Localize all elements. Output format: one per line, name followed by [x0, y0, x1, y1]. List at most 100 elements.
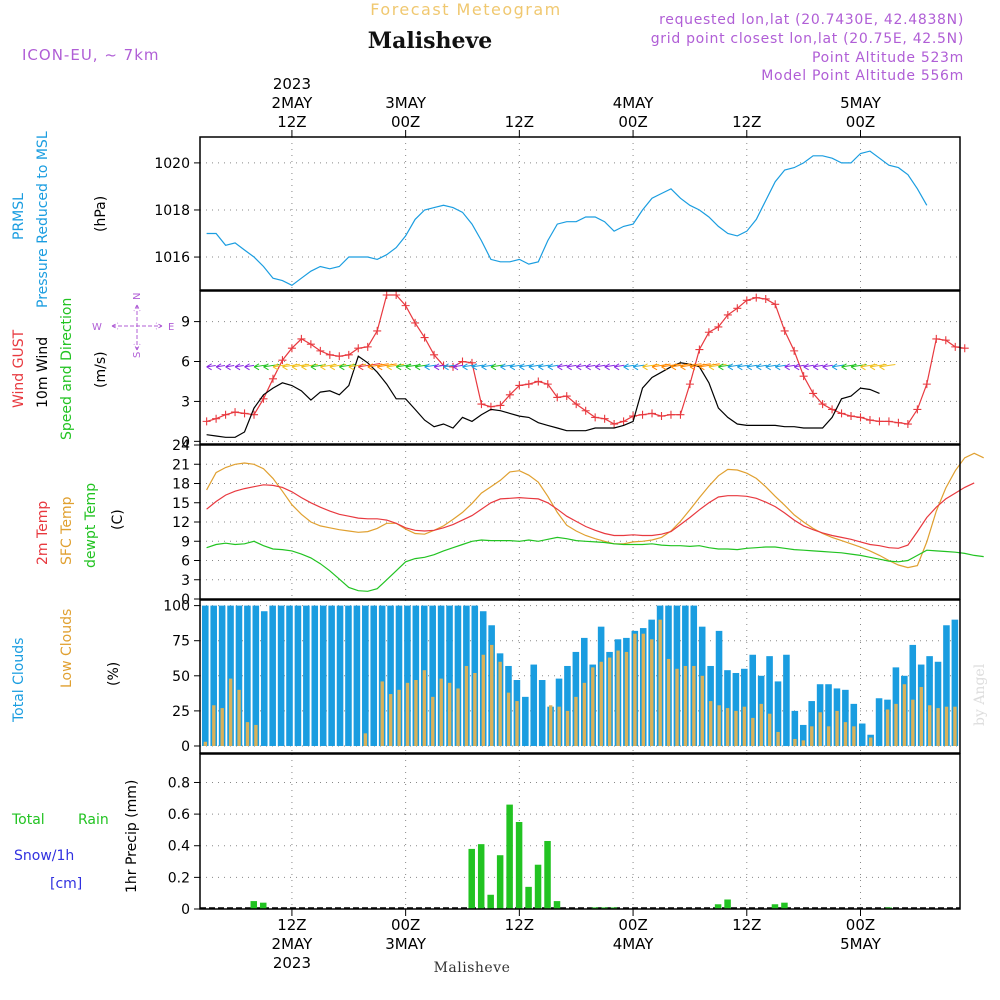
wind10m-label: 10m Wind: [35, 337, 51, 408]
precip-bar: [487, 894, 494, 909]
pressure-panel: 1016 1018 1020: [154, 137, 960, 290]
y-tick-label: 0: [181, 592, 190, 608]
temp2m-label: 2m Temp: [35, 501, 51, 565]
total-cloud-bar: [202, 605, 209, 746]
y-tick-label: 0.2: [168, 870, 190, 886]
low-cloud-bar: [439, 678, 443, 746]
low-cloud-bar: [944, 706, 949, 746]
wind-direction-arrow: [879, 363, 896, 371]
total-cloud-bar: [303, 605, 310, 746]
low-cloud-bar: [405, 682, 410, 746]
wind-direction-arrow: [367, 363, 389, 371]
total-cloud-bar: [766, 656, 773, 746]
low-cloud-bar: [869, 737, 873, 746]
wind-direction-arrow: [424, 363, 437, 371]
gust-marker: [619, 417, 628, 426]
y-tick-label: 3: [181, 573, 190, 589]
gust-label: Wind GUST: [11, 329, 27, 408]
gust-marker: [600, 414, 609, 423]
gust-marker: [240, 409, 249, 418]
low-clouds-label: Low Clouds: [59, 609, 75, 688]
total-cloud-bar: [732, 672, 740, 746]
gust-marker: [723, 310, 732, 319]
precip-bar: [259, 902, 267, 909]
time-label: 00Z: [391, 916, 420, 934]
wind-direction-arrow: [594, 363, 606, 371]
compass-w: W: [92, 322, 102, 333]
total-cloud-bar: [858, 723, 866, 746]
y-tick-label: 21: [172, 457, 190, 473]
total-cloud-bar: [715, 630, 723, 746]
low-cloud-bar: [953, 706, 957, 746]
low-cloud-bar: [936, 708, 940, 746]
gust-marker: [894, 418, 903, 427]
gust-marker: [780, 326, 789, 335]
total-cloud-bar: [336, 605, 344, 746]
gust-marker: [306, 340, 315, 349]
low-cloud-bar: [650, 639, 654, 746]
gust-marker: [515, 381, 524, 390]
wind-direction-arrow: [357, 363, 381, 371]
bottom-location: Malisheve: [434, 960, 511, 976]
total-cloud-bar: [227, 605, 234, 746]
total-cloud-bar: [269, 605, 276, 746]
total-cloud-bar: [842, 689, 849, 746]
total-cloud-bar: [454, 605, 462, 746]
wind-direction-arrow: [462, 363, 475, 371]
low-cloud-bar: [810, 726, 814, 746]
low-cloud-bar: [927, 705, 932, 746]
low-cloud-bar: [473, 672, 477, 746]
y-tick-label: 6: [181, 355, 190, 371]
gust-marker: [477, 400, 486, 409]
gust-marker: [761, 294, 770, 303]
y-tick-label: 1016: [154, 250, 190, 266]
precip-bar: [525, 886, 532, 909]
snow-label: Snow/1h: [14, 848, 74, 864]
low-cloud-bar: [633, 633, 637, 746]
low-cloud-bar: [237, 689, 241, 746]
wind-direction-arrow: [452, 363, 464, 371]
total-cloud-bar: [252, 605, 260, 746]
gust-marker: [562, 392, 571, 401]
wind-direction-arrow: [225, 363, 235, 371]
compass-cross: [111, 304, 163, 351]
wind-direction-arrow: [765, 363, 777, 371]
y-tick-label: 9: [181, 315, 190, 331]
wind-direction-arrow: [206, 363, 216, 371]
gust-marker: [903, 420, 912, 429]
gust-marker: [837, 409, 846, 418]
wind-panel: 0 3 6 9: [181, 290, 969, 450]
total-cloud-bar: [749, 654, 757, 746]
total-cloud-bar: [724, 670, 731, 746]
total-cloud-bar: [235, 605, 243, 746]
low-cloud-bar: [717, 705, 721, 746]
total-cloud-bar: [311, 605, 319, 746]
precip-panel: 0 0.2 0.4 0.6 0.8: [168, 754, 960, 918]
wind-direction-arrow: [500, 363, 514, 371]
gust-line: [206, 294, 965, 425]
low-cloud-bar: [751, 717, 755, 746]
gust-marker: [553, 393, 562, 402]
total-cloud-bar: [783, 654, 790, 746]
wind-direction-arrow: [291, 363, 310, 371]
time-label: 2MAY: [272, 94, 314, 112]
total-cloud-bar: [564, 665, 571, 746]
low-cloud-bar: [894, 703, 898, 746]
wind-direction-arrow: [784, 363, 796, 371]
low-cloud-bar: [380, 681, 384, 746]
low-cloud-bar: [624, 651, 629, 746]
time-label: 3MAY: [385, 935, 427, 953]
time-label: 12Z: [732, 113, 761, 131]
gust-marker: [325, 350, 334, 359]
gust-marker: [496, 401, 505, 410]
gust-marker: [856, 413, 865, 422]
dewpt-line: [206, 536, 984, 592]
low-cloud-bar: [220, 708, 224, 746]
gust-marker: [932, 334, 941, 343]
total-cloud-bar: [218, 605, 226, 746]
gust-marker: [524, 380, 533, 389]
total-cloud-bar: [277, 605, 285, 746]
low-cloud-bar: [919, 687, 923, 746]
total-cloud-bar: [362, 605, 369, 746]
compass-e: E: [168, 322, 174, 333]
